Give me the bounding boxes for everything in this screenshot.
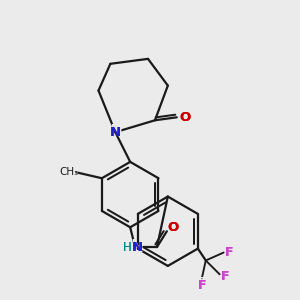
Text: N: N [109, 123, 122, 141]
Text: F: F [198, 279, 206, 292]
Text: H: H [123, 241, 132, 254]
Text: F: F [221, 270, 230, 283]
Text: O: O [166, 218, 180, 236]
Text: F: F [221, 267, 230, 285]
Text: CH₃: CH₃ [60, 167, 79, 177]
Text: O: O [179, 111, 190, 124]
Text: F: F [221, 270, 230, 283]
Text: O: O [178, 108, 192, 126]
Text: F: F [225, 246, 234, 259]
Text: F: F [225, 244, 234, 262]
Text: N: N [132, 241, 143, 254]
Text: CH₃: CH₃ [59, 167, 80, 177]
Text: N: N [110, 126, 121, 139]
Text: N: N [130, 238, 144, 256]
Text: H: H [123, 241, 132, 254]
Text: O: O [167, 221, 178, 234]
Text: O: O [179, 111, 190, 124]
Text: F: F [198, 279, 206, 292]
Text: F: F [197, 276, 207, 294]
Text: N: N [110, 126, 121, 139]
Text: F: F [225, 246, 234, 259]
Text: H: H [122, 240, 133, 255]
Text: N: N [132, 241, 143, 254]
Text: O: O [167, 221, 178, 234]
